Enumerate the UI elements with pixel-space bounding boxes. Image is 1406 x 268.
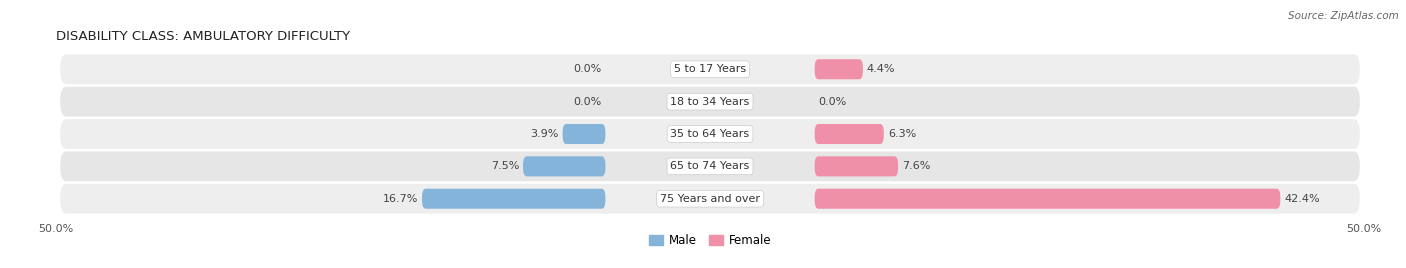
Text: 35 to 64 Years: 35 to 64 Years (671, 129, 749, 139)
FancyBboxPatch shape (814, 156, 898, 176)
FancyBboxPatch shape (60, 54, 1360, 84)
FancyBboxPatch shape (422, 189, 606, 209)
FancyBboxPatch shape (60, 184, 1360, 214)
Text: 65 to 74 Years: 65 to 74 Years (671, 161, 749, 171)
FancyBboxPatch shape (814, 189, 1281, 209)
Text: 7.6%: 7.6% (903, 161, 931, 171)
Text: 0.0%: 0.0% (574, 64, 602, 74)
Text: 18 to 34 Years: 18 to 34 Years (671, 97, 749, 107)
Text: 42.4%: 42.4% (1284, 194, 1320, 204)
Text: DISABILITY CLASS: AMBULATORY DIFFICULTY: DISABILITY CLASS: AMBULATORY DIFFICULTY (56, 30, 350, 43)
FancyBboxPatch shape (60, 151, 1360, 181)
Text: 0.0%: 0.0% (818, 97, 846, 107)
FancyBboxPatch shape (562, 124, 606, 144)
Text: 5 to 17 Years: 5 to 17 Years (673, 64, 747, 74)
FancyBboxPatch shape (814, 59, 863, 79)
FancyBboxPatch shape (814, 124, 884, 144)
Text: 16.7%: 16.7% (382, 194, 418, 204)
Legend: Male, Female: Male, Female (644, 229, 776, 252)
FancyBboxPatch shape (60, 119, 1360, 149)
Text: 7.5%: 7.5% (491, 161, 519, 171)
Text: 6.3%: 6.3% (887, 129, 915, 139)
FancyBboxPatch shape (523, 156, 606, 176)
Text: 0.0%: 0.0% (574, 97, 602, 107)
Text: 75 Years and over: 75 Years and over (659, 194, 761, 204)
Text: Source: ZipAtlas.com: Source: ZipAtlas.com (1288, 11, 1399, 21)
Text: 4.4%: 4.4% (868, 64, 896, 74)
Text: 3.9%: 3.9% (530, 129, 558, 139)
FancyBboxPatch shape (60, 87, 1360, 117)
